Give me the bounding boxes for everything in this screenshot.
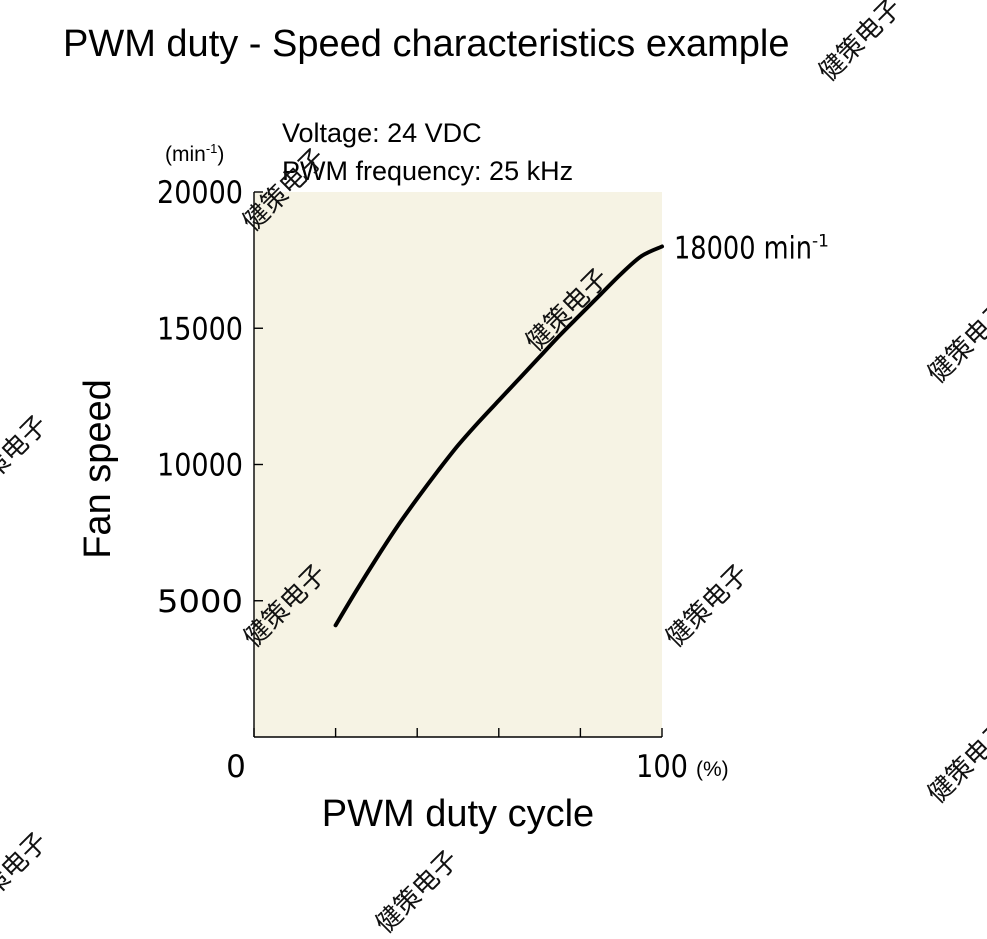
- x-tick-label: 0: [226, 749, 246, 785]
- watermark-text: 健策电子: [813, 0, 908, 88]
- y-tick-label: 15000: [157, 311, 243, 347]
- y-ticks: 5000 10000 15000 20000: [157, 175, 263, 620]
- y-tick-label: 5000: [157, 584, 243, 620]
- condition-voltage: Voltage: 24 VDC: [282, 118, 482, 148]
- endpoint-annotation-text: 18000 min: [674, 231, 812, 267]
- chart-title: PWM duty - Speed characteristics example: [63, 23, 790, 65]
- y-unit-close: ): [217, 143, 224, 166]
- x-unit-label: (%): [696, 758, 729, 781]
- endpoint-annotation-sup: -1: [812, 232, 829, 252]
- x-tick-label: 100: [636, 749, 688, 785]
- watermark-text: 健策电子: [922, 295, 987, 390]
- y-axis-title: Fan speed: [77, 379, 119, 559]
- y-unit-base: (min: [165, 143, 206, 166]
- watermark-text: 健策电子: [660, 559, 755, 654]
- watermark-text: 健策电子: [370, 845, 465, 939]
- watermark-text: 健策电子: [0, 827, 54, 922]
- watermark-text: 健策电子: [922, 715, 987, 810]
- y-tick-label: 20000: [157, 175, 243, 211]
- chart: PWM duty - Speed characteristics example…: [0, 0, 987, 939]
- watermark-text: 健策电子: [0, 410, 54, 505]
- y-unit-sup: -1: [206, 141, 218, 156]
- y-tick-label: 10000: [157, 448, 243, 484]
- y-unit-label: (min-1): [165, 141, 224, 166]
- endpoint-annotation: 18000 min-1: [674, 231, 829, 267]
- x-axis-title: PWM duty cycle: [322, 793, 594, 835]
